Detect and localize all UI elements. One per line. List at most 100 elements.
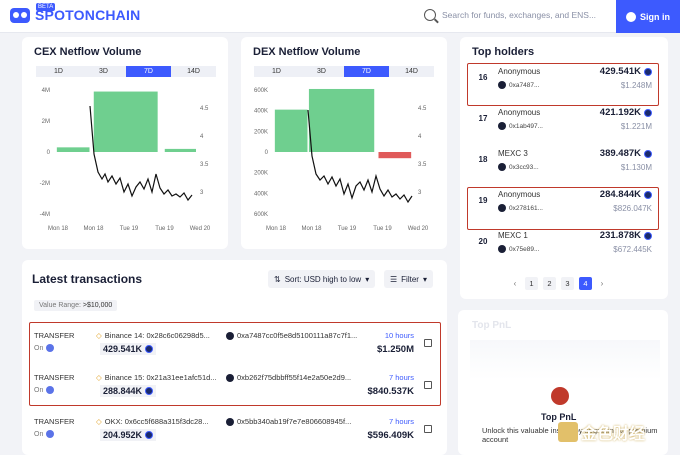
holder-address[interactable]: 0x1ab497...	[498, 122, 543, 130]
cex-range-tabs: 1D 3D 7D 14D	[36, 66, 216, 77]
token-icon	[644, 149, 652, 158]
cex-tab-7d[interactable]: 7D	[126, 66, 171, 77]
dex-tab-7d[interactable]: 7D	[344, 66, 389, 77]
tx-from[interactable]: ◇ OKX: 0x6cc5f688a315f3dc28...	[96, 417, 209, 426]
transactions-card	[22, 260, 447, 455]
tx-on-label: On	[34, 344, 44, 352]
holder-name[interactable]: MEXC 3	[498, 149, 528, 158]
tx-type: TRANSFER	[34, 331, 75, 340]
sort-dropdown[interactable]: ⇅ Sort: USD high to low ▾	[268, 270, 376, 288]
dex-tab-3d[interactable]: 3D	[299, 66, 344, 77]
ethereum-icon	[46, 430, 55, 438]
y-tick-label: -600K	[254, 212, 268, 218]
prev-page-icon[interactable]: ‹	[513, 279, 517, 288]
beta-badge: BETA	[36, 3, 56, 11]
holder-address[interactable]: 0x3cc93...	[498, 163, 539, 171]
holder-row[interactable]: 17 Anonymous 0x1ab497... 421.192K $1.221M	[470, 100, 656, 138]
y2-tick-label: 4.5	[200, 106, 209, 112]
filter-button[interactable]: ☰ Filter ▾	[384, 270, 433, 288]
netflow-bar	[308, 88, 375, 152]
search-bar[interactable]: Search for funds, exchanges, and ENS...	[424, 9, 596, 21]
x-tick-label: Wed 20	[408, 226, 429, 232]
tx-type: TRANSFER	[34, 417, 75, 426]
holder-row[interactable]: 20 MEXC 1 0x75e89... 231.878K $672.445K	[470, 223, 656, 261]
holder-name[interactable]: Anonymous	[498, 108, 541, 117]
next-page-icon[interactable]: ›	[600, 279, 604, 288]
y2-tick-label: 4	[418, 134, 422, 140]
highlight-box	[467, 63, 659, 106]
exchange-icon: ◇	[96, 373, 102, 382]
y2-tick-label: 3	[418, 190, 422, 196]
dex-tab-1d[interactable]: 1D	[254, 66, 299, 77]
holder-address[interactable]: 0x278161...	[498, 204, 543, 212]
tx-from[interactable]: ◇ Binance 14: 0x28c6c06298d5...	[96, 331, 210, 340]
page-4[interactable]: 4	[579, 277, 592, 290]
tx-amount-text: 288.844K	[103, 386, 143, 396]
tx-time: 10 hours	[384, 331, 414, 340]
page-1[interactable]: 1	[525, 277, 538, 290]
holder-address[interactable]: 0xa7487...	[498, 81, 539, 89]
page-2[interactable]: 2	[543, 277, 556, 290]
tx-to[interactable]: 0x5bb340ab19f7e7e806608945f...	[226, 417, 351, 426]
transaction-row[interactable]: TRANSFER On ◇ Binance 14: 0x28c6c06298d5...…	[28, 324, 438, 366]
token-icon	[145, 431, 154, 439]
page-3[interactable]: 3	[561, 277, 574, 290]
cex-tab-1d[interactable]: 1D	[36, 66, 81, 77]
holder-usd: $1.221M	[620, 122, 652, 131]
y-tick-label: 0	[265, 150, 269, 156]
arrow-right-icon	[226, 373, 234, 382]
search-input[interactable]: Search for funds, exchanges, and ENS...	[442, 10, 597, 20]
value-range-chip[interactable]: Value Range: >$10,000	[34, 300, 118, 311]
holder-name[interactable]: Anonymous	[498, 190, 541, 199]
tx-on-label: On	[34, 430, 44, 438]
netflow-bar	[93, 91, 158, 152]
holder-address[interactable]: 0x75e89...	[498, 245, 539, 253]
tx-to[interactable]: 0xa7487cc0f5e8d5100111a87c7f1...	[226, 331, 357, 340]
signin-button[interactable]: Sign in	[616, 0, 680, 33]
logo[interactable]: BETA SPOTONCHAIN	[10, 3, 141, 23]
holder-name[interactable]: MEXC 1	[498, 231, 528, 240]
external-link-icon[interactable]	[424, 339, 432, 347]
x-tick-label: Mon 18	[301, 226, 322, 232]
tx-usd: $840.537K	[367, 386, 414, 397]
cex-tab-3d[interactable]: 3D	[81, 66, 126, 77]
y-tick-label: -2M	[40, 181, 50, 187]
holder-address-text: 0xa7487...	[509, 81, 540, 89]
tx-to-text: 0xa7487cc0f5e8d5100111a87c7f1...	[237, 331, 358, 340]
token-icon	[145, 345, 154, 353]
y2-tick-label: 3	[200, 190, 204, 196]
y2-tick-label: 3.5	[418, 162, 427, 168]
external-link-icon[interactable]	[424, 425, 432, 433]
tx-from[interactable]: ◇ Binance 15: 0x21a31ee1afc51d...	[96, 373, 217, 382]
holder-rank: 20	[478, 237, 488, 246]
holder-amount-text: 389.487K	[599, 148, 641, 159]
x-tick-label: Mon 18	[83, 226, 104, 232]
holder-row[interactable]: 18 MEXC 3 0x3cc93... 389.487K $1.130M	[470, 141, 656, 179]
netflow-bar	[274, 109, 308, 152]
external-link-icon[interactable]	[424, 381, 432, 389]
holder-address-text: 0x1ab497...	[509, 122, 543, 130]
logo-icon	[10, 7, 30, 23]
logo-text: SPOTONCHAIN	[35, 7, 141, 23]
y2-tick-label: 4.5	[418, 106, 427, 112]
ethereum-icon	[46, 386, 55, 394]
holder-rank: 19	[478, 196, 488, 205]
holder-usd: $1.248M	[620, 81, 652, 90]
dex-chart-title: DEX Netflow Volume	[253, 46, 361, 58]
y-tick-label: 200K	[254, 129, 268, 135]
pnl-blurred-content	[470, 340, 660, 380]
tx-from-text: OKX: 0x6cc5f688a315f3dc28...	[104, 417, 209, 426]
holder-row[interactable]: 16 Anonymous 0xa7487... 429.541K $1.248M	[470, 59, 656, 97]
dex-netflow-chart: 600K 400K 200K 0 -200K -400K -600K 4.5 4 3.5 3 Mon …	[254, 88, 429, 232]
tx-to[interactable]: 0xb262f75dbbff55f14e2a50e2d9...	[226, 373, 351, 382]
cex-tab-14d[interactable]: 14D	[171, 66, 216, 77]
transaction-row[interactable]: TRANSFER On ◇ Binance 15: 0x21a31ee1afc51d.…	[28, 366, 438, 408]
holder-name[interactable]: Anonymous	[498, 67, 541, 76]
y-tick-label: 2M	[42, 119, 50, 125]
address-icon	[498, 245, 506, 253]
dex-tab-14d[interactable]: 14D	[389, 66, 434, 77]
transaction-row[interactable]: TRANSFER On ◇ OKX: 0x6cc5f688a315f3dc28... 2…	[28, 410, 438, 452]
holder-row[interactable]: 19 Anonymous 0x278161... 284.844K $826.047K	[470, 182, 656, 220]
holder-usd: $1.130M	[620, 163, 652, 172]
holder-amount: 421.192K	[600, 107, 652, 118]
